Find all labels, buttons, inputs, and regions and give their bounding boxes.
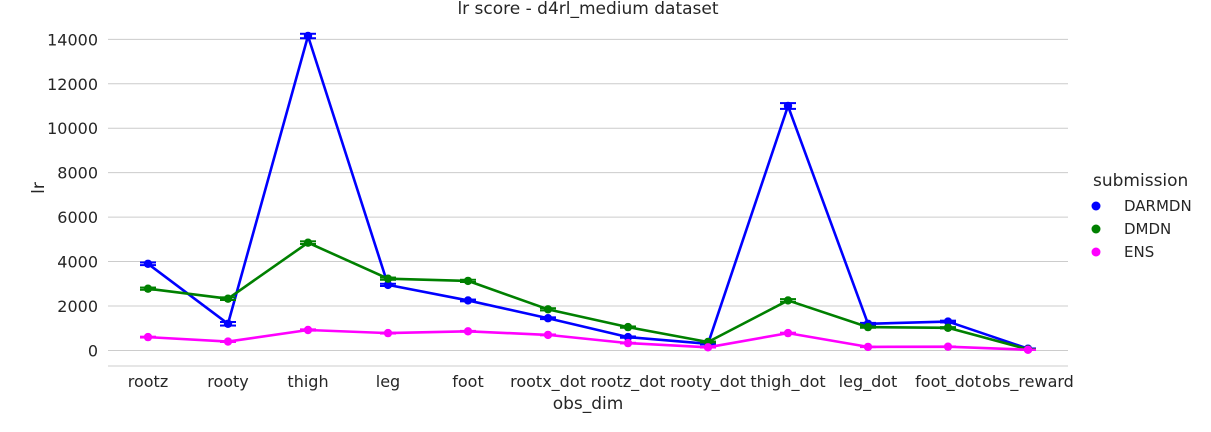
grid-layer bbox=[108, 38, 1068, 367]
point-ens bbox=[143, 332, 153, 342]
x-tick-label-foot_dot: foot_dot bbox=[915, 372, 981, 392]
x-tick-labels: rootz rooty thigh leg foot rootx_dot rootz_dot… bbox=[128, 372, 1074, 392]
legend-title: submission bbox=[1093, 171, 1188, 191]
y-tick-label: 10000 bbox=[47, 119, 98, 138]
y-tick-label: 8000 bbox=[57, 164, 98, 183]
legend-label-ens: ENS bbox=[1124, 243, 1154, 261]
legend-label-dmdn: DMDN bbox=[1124, 220, 1171, 238]
x-tick-label-rootx_dot: rootx_dot bbox=[510, 372, 586, 392]
point-ens bbox=[223, 337, 233, 346]
x-axis-label: obs_dim bbox=[553, 394, 624, 414]
x-tick-label-rootz: rootz bbox=[128, 372, 168, 391]
point-dmdn bbox=[943, 323, 953, 332]
point-ens bbox=[783, 328, 793, 338]
point-darmdn bbox=[623, 332, 633, 342]
legend: submission DARMDN DMDN ENS bbox=[1091, 171, 1192, 261]
series-layer bbox=[140, 31, 1036, 354]
series-ens bbox=[140, 325, 1036, 354]
series-line-ens bbox=[147, 328, 1029, 352]
legend-marker-dmdn bbox=[1091, 224, 1101, 234]
point-darmdn bbox=[943, 317, 953, 326]
x-tick-label-thigh_dot: thigh_dot bbox=[750, 372, 825, 392]
y-tick-label: 14000 bbox=[47, 30, 98, 49]
series-line-dmdn bbox=[147, 241, 1029, 351]
x-tick-label-obs_reward: obs_reward bbox=[982, 372, 1074, 392]
point-ens bbox=[623, 338, 633, 348]
x-tick-label-foot: foot bbox=[452, 372, 483, 391]
point-dmdn bbox=[463, 276, 473, 286]
x-tick-label-rooty_dot: rooty_dot bbox=[670, 372, 746, 392]
x-tick-label-thigh: thigh bbox=[287, 372, 328, 391]
point-dmdn bbox=[143, 284, 153, 293]
point-ens bbox=[863, 342, 873, 352]
x-tick-label-leg: leg bbox=[376, 372, 400, 391]
point-darmdn bbox=[783, 101, 793, 111]
point-ens bbox=[943, 342, 953, 351]
y-axis-label: lr bbox=[29, 182, 49, 194]
point-dmdn bbox=[783, 296, 793, 305]
point-dmdn bbox=[303, 238, 313, 247]
point-darmdn bbox=[223, 319, 233, 328]
legend-marker-ens bbox=[1091, 247, 1101, 257]
y-tick-label: 6000 bbox=[57, 208, 98, 227]
point-dmdn bbox=[863, 322, 873, 332]
point-ens bbox=[543, 330, 553, 340]
y-tick-label: 4000 bbox=[57, 253, 98, 272]
series-line-darmdn bbox=[147, 34, 1029, 350]
point-darmdn bbox=[143, 259, 153, 268]
point-dmdn bbox=[543, 305, 553, 314]
point-ens bbox=[703, 343, 713, 352]
x-tick-label-rooty: rooty bbox=[207, 372, 249, 391]
point-dmdn bbox=[223, 294, 233, 303]
point-ens bbox=[1023, 345, 1033, 354]
y-tick-labels: 0 2000 4000 6000 8000 10000 12000 14000 bbox=[47, 30, 98, 360]
point-ens bbox=[383, 328, 393, 338]
x-tick-label-leg_dot: leg_dot bbox=[839, 372, 898, 392]
point-darmdn bbox=[543, 314, 553, 323]
series-dmdn bbox=[140, 238, 1036, 354]
legend-marker-darmdn bbox=[1091, 201, 1101, 211]
point-darmdn bbox=[383, 280, 393, 290]
y-tick-label: 2000 bbox=[57, 297, 98, 316]
point-darmdn bbox=[303, 31, 313, 41]
y-tick-label: 0 bbox=[88, 341, 98, 360]
series-darmdn bbox=[140, 31, 1036, 353]
y-tick-label: 12000 bbox=[47, 75, 98, 94]
point-ens bbox=[303, 325, 313, 335]
legend-label-darmdn: DARMDN bbox=[1124, 197, 1192, 215]
point-dmdn bbox=[383, 274, 393, 283]
point-darmdn bbox=[463, 296, 473, 305]
point-ens bbox=[463, 327, 473, 336]
chart-title: lr score - d4rl_medium dataset bbox=[457, 0, 718, 19]
point-dmdn bbox=[623, 322, 633, 332]
x-tick-label-rootz_dot: rootz_dot bbox=[591, 372, 666, 392]
